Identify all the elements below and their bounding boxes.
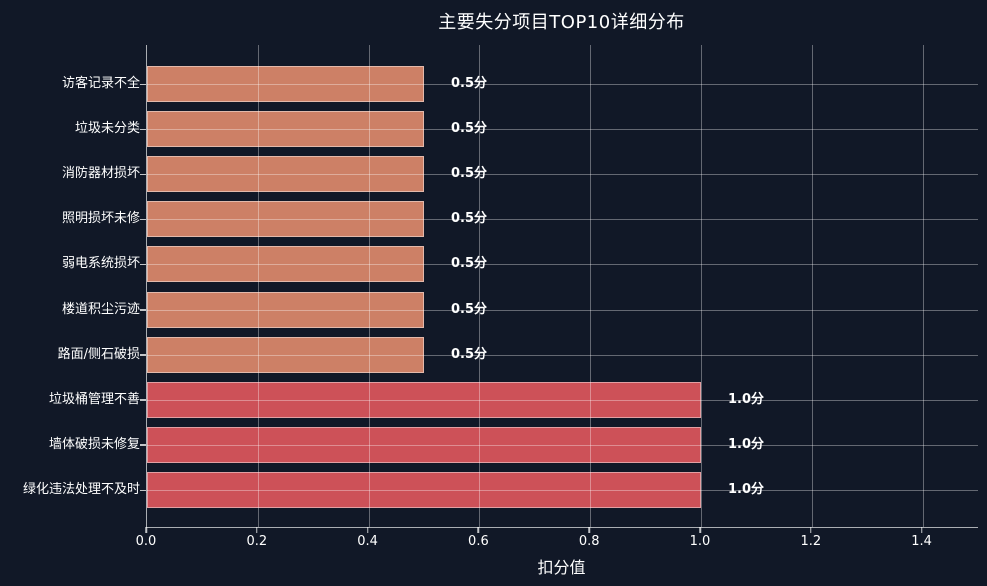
bar-0 (147, 66, 424, 102)
y-tick-label-7: 垃圾桶管理不善 (48, 391, 140, 407)
x-tick-label-0.0: 0.0 (135, 534, 157, 549)
bar-7 (147, 381, 701, 418)
y-tick-mark-6 (140, 354, 146, 356)
x-tick-mark-1.2 (810, 527, 812, 533)
y-tick-mark-9 (140, 489, 146, 491)
y-tick-label-3: 照明损坏未修 (61, 211, 140, 227)
gridline-x-1.2 (811, 45, 813, 527)
gridline-y-3 (147, 219, 978, 221)
bar-3 (147, 201, 424, 238)
y-tick-label-0: 访客记录不全 (61, 76, 140, 91)
gridline-x-1.0 (701, 45, 702, 527)
y-tick-mark-3 (140, 218, 146, 221)
gridline-y-0 (147, 84, 978, 85)
y-tick-label-8: 墙体破损未修复 (48, 436, 140, 452)
y-tick-mark-1 (140, 128, 146, 131)
x-tick-label-1.4: 1.4 (911, 534, 932, 549)
bar-value-label-6: 0.5分 (451, 346, 488, 362)
bar-1 (147, 111, 424, 148)
y-tick-mark-0 (140, 83, 146, 85)
y-tick-label-1: 垃圾未分类 (74, 121, 140, 137)
x-tick-mark-0.4 (366, 527, 369, 533)
x-tick-mark-0.0 (145, 527, 147, 533)
gridline-y-1 (147, 129, 978, 131)
x-tick-mark-0.8 (588, 527, 590, 533)
bar-6 (147, 336, 424, 373)
bar-value-label-3: 0.5分 (451, 211, 488, 227)
bar-value-label-0: 0.5分 (451, 76, 488, 91)
y-tick-mark-7 (140, 399, 146, 401)
x-tick-mark-1.4 (920, 527, 923, 533)
gridline-y-9 (147, 490, 978, 491)
bar-value-label-1: 0.5分 (451, 121, 488, 137)
y-tick-mark-5 (140, 309, 146, 311)
y-tick-mark-4 (140, 263, 146, 266)
gridline-x-0.8 (590, 45, 592, 527)
gridline-x-0.6 (479, 45, 481, 527)
x-tick-mark-0.2 (256, 527, 258, 533)
y-tick-label-6: 路面/侧石破损 (57, 346, 140, 362)
gridline-y-6 (147, 354, 978, 356)
x-axis-title: 扣分值 (537, 558, 586, 577)
gridline-x-0.4 (368, 45, 370, 527)
bar-2 (147, 156, 424, 193)
x-tick-label-1.2: 1.2 (800, 534, 822, 549)
bar-8 (147, 426, 701, 463)
chart-title: 主要失分项目TOP10详细分布 (438, 12, 685, 33)
bar-value-label-7: 1.0分 (728, 391, 765, 407)
x-tick-label-1.0: 1.0 (689, 534, 711, 549)
x-tick-label-0.6: 0.6 (468, 534, 489, 549)
y-tick-label-4: 弱电系统损坏 (61, 256, 140, 272)
plot-area: 0.5分 0.5分 0.5分 0.5分 0.5分 0.5分 0.5分 1.0分 1.0分 1.0分 (146, 45, 978, 528)
y-tick-mark-8 (140, 444, 146, 446)
bar-value-label-5: 0.5分 (451, 301, 488, 317)
bar-value-label-2: 0.5分 (451, 166, 488, 182)
y-tick-label-5: 楼道积尘污迹 (61, 301, 140, 317)
x-tick-mark-0.6 (477, 527, 480, 533)
bar-4 (147, 246, 424, 283)
y-tick-label-9: 绿化违法处理不及时 (22, 482, 140, 497)
bar-9 (147, 472, 701, 508)
bar-value-label-8: 1.0分 (728, 436, 765, 452)
gridline-x-1.4 (922, 45, 924, 527)
gridline-y-4 (147, 264, 978, 266)
bar-value-label-9: 1.0分 (728, 482, 765, 497)
y-tick-mark-2 (140, 173, 146, 176)
x-tick-label-0.2: 0.2 (246, 534, 268, 549)
x-tick-label-0.8: 0.8 (578, 534, 600, 549)
gridline-y-2 (147, 174, 978, 176)
x-tick-label-0.4: 0.4 (357, 534, 378, 549)
y-tick-label-2: 消防器材损坏 (61, 166, 140, 182)
bar-5 (147, 291, 424, 328)
gridline-y-8 (147, 444, 978, 446)
gridline-y-5 (147, 309, 978, 311)
gridline-y-7 (147, 399, 978, 401)
gridline-x-0.2 (257, 45, 259, 527)
bar-value-label-4: 0.5分 (451, 256, 488, 272)
x-tick-mark-1.0 (699, 527, 701, 533)
